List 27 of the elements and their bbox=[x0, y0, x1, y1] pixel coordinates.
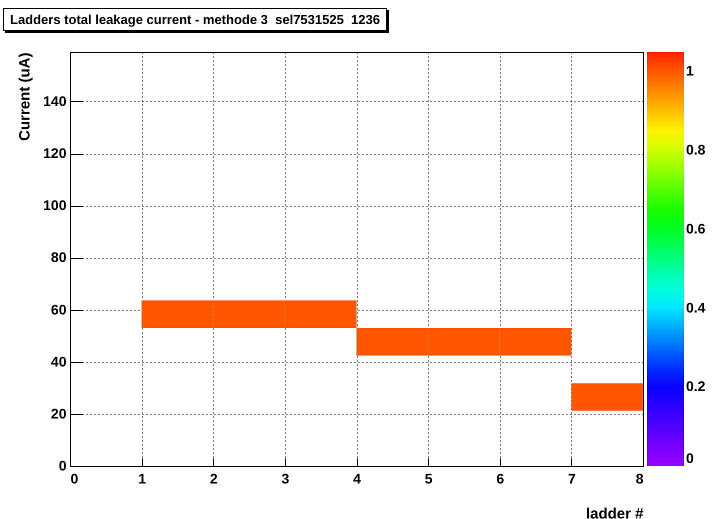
bar bbox=[571, 383, 643, 411]
y-tick-label: 60 bbox=[50, 301, 67, 318]
color-bar-label: 0.8 bbox=[686, 142, 706, 158]
x-tick-label: 3 bbox=[281, 470, 290, 486]
color-bar-label: 0 bbox=[686, 450, 694, 466]
y-axis-title: Current (uA) bbox=[16, 52, 34, 141]
y-tick-label: 20 bbox=[50, 405, 67, 422]
x-tick-label: 4 bbox=[353, 470, 362, 486]
y-tick-label: 40 bbox=[50, 353, 67, 370]
x-axis-title: ladder # bbox=[586, 506, 644, 519]
color-bar-label: 0.4 bbox=[686, 299, 706, 316]
x-tick-label: 0 bbox=[70, 470, 78, 486]
x-tick-label: 1 bbox=[138, 470, 146, 486]
chart-title: Ladders total leakage current - methode 3 sel7531525 1236 bbox=[3, 8, 387, 31]
x-tick-label: 7 bbox=[568, 470, 576, 486]
y-tick-label: 140 bbox=[43, 92, 67, 109]
color-bar-label: 0.2 bbox=[686, 378, 706, 394]
color-bar-label: 0.6 bbox=[686, 220, 706, 236]
x-tick-label: 5 bbox=[424, 470, 433, 486]
y-tick-label: 0 bbox=[58, 458, 67, 474]
x-tick-label: 2 bbox=[210, 470, 218, 486]
x-tick-label: 8 bbox=[636, 470, 644, 486]
color-bar-label: 1 bbox=[686, 62, 694, 79]
y-tick-label: 80 bbox=[50, 249, 67, 266]
y-tick-label: 120 bbox=[43, 145, 67, 162]
y-tick-label: 100 bbox=[43, 197, 67, 214]
x-tick-label: 6 bbox=[496, 470, 504, 486]
